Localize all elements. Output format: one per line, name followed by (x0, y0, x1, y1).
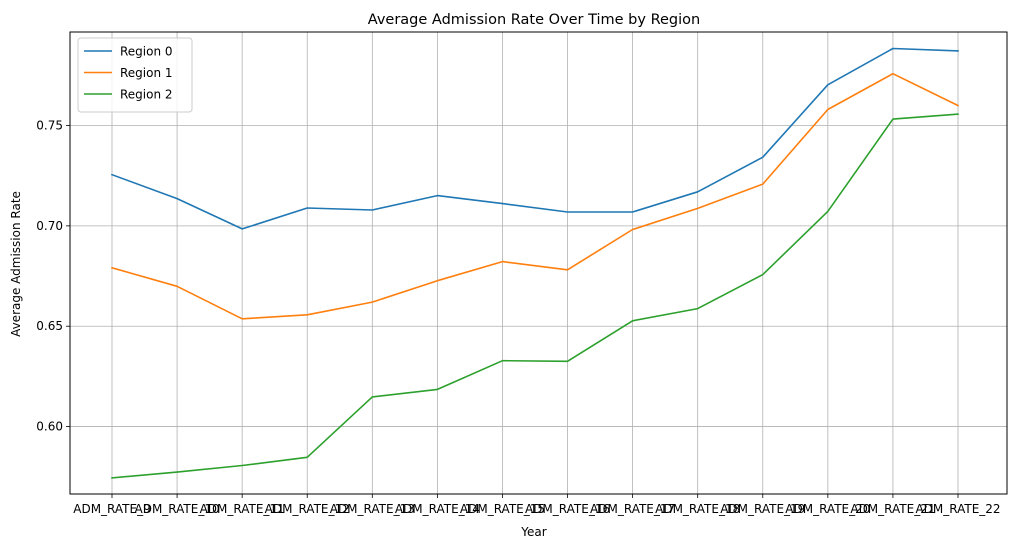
y-tick-label: 0.70 (36, 219, 63, 233)
x-tick-label: ADM_RATE_11 (200, 502, 285, 516)
x-tick-label: ADM_RATE_21 (850, 502, 935, 516)
plot-frame (69, 31, 1008, 495)
x-tick-label: ADM_RATE_13 (330, 502, 415, 516)
x-axis-label: Year (520, 525, 546, 539)
y-axis-ticks: 0.60 0.65 0.70 0.75 (36, 119, 70, 434)
series-line-region-0 (110, 47, 959, 230)
x-tick-label: ADM_RATE_22 (915, 502, 1000, 516)
x-tick-label: ADM_RATE_18 (655, 502, 740, 516)
x-tick-label: ADM_RATE_17 (590, 502, 675, 516)
legend: Region 0 Region 1 Region 2 (77, 37, 193, 113)
x-tick-label: ADM_RATE_14 (395, 502, 480, 516)
chart-title: Average Admission Rate Over Time by Regi… (368, 12, 700, 28)
x-tick-label: ADM_RATE_12 (265, 502, 350, 516)
legend-label: Region 2 (120, 88, 173, 102)
x-tick-label: ADM_RATE_20 (785, 502, 870, 516)
x-tick-label: ADM_RATE_16 (525, 502, 610, 516)
x-tick-label: ADM_RATE_10 (135, 502, 220, 516)
gridlines (70, 32, 1007, 494)
y-tick-label: 0.60 (36, 420, 63, 434)
x-axis-ticks: ADM_RATE_9ADM_RATE_10ADM_RATE_11ADM_RATE… (73, 494, 1001, 516)
y-tick-label: 0.65 (36, 319, 63, 333)
x-tick-label: ADM_RATE_15 (460, 502, 545, 516)
y-axis-label: Average Admission Rate (9, 191, 23, 337)
legend-label: Region 1 (120, 66, 173, 80)
x-tick-label: ADM_RATE_19 (720, 502, 805, 516)
series-lines (110, 47, 960, 479)
x-tick-label: ADM_RATE_9 (73, 502, 150, 516)
series-line-region-2 (111, 113, 959, 479)
legend-label: Region 0 (120, 45, 173, 59)
y-tick-label: 0.75 (36, 119, 63, 133)
series-line-region-1 (111, 72, 960, 320)
